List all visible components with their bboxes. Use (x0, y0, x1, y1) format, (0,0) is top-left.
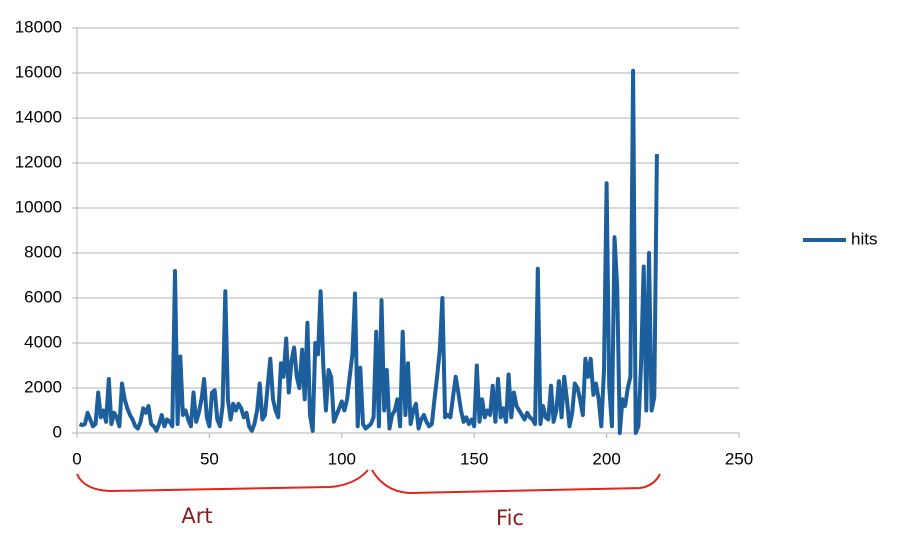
y-tick-label: 0 (53, 422, 62, 441)
y-tick-label: 16000 (15, 62, 62, 81)
y-tick-label: 12000 (15, 152, 62, 171)
y-tick-label: 2000 (24, 377, 62, 396)
annotation: Art (181, 504, 212, 528)
data-line (78, 68, 659, 435)
annotation: Fic (496, 506, 524, 530)
y-tick-label: 10000 (15, 197, 62, 216)
x-tick-label: 150 (460, 449, 488, 468)
x-tick-label: 200 (592, 449, 620, 468)
x-tick-label: 0 (72, 449, 81, 468)
y-tick-label: 8000 (24, 242, 62, 261)
x-tick-label: 100 (328, 449, 356, 468)
fic-brace (371, 469, 661, 495)
x-tick-label: 250 (725, 449, 753, 468)
y-tick-label: 4000 (24, 332, 62, 351)
y-tick-label: 14000 (15, 107, 62, 126)
y-tick-label: 6000 (24, 287, 62, 306)
legend-label: hits (851, 229, 877, 248)
x-tick-label: 50 (200, 449, 219, 468)
art-brace (76, 469, 369, 493)
y-tick-label: 18000 (15, 17, 62, 36)
